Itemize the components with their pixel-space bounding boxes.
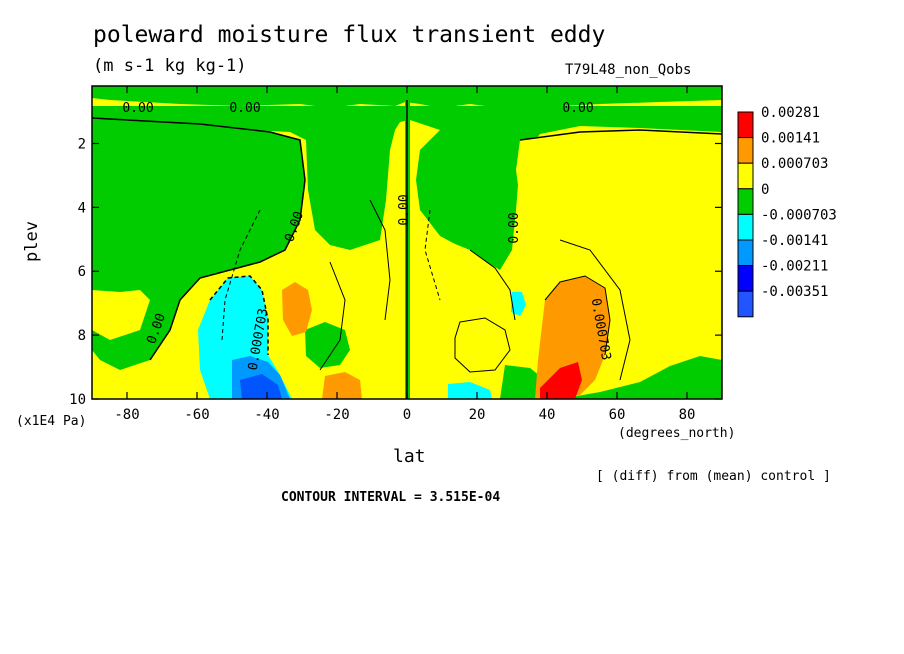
contour-label: 0.00 (122, 101, 153, 116)
x-axis-label: lat (393, 446, 426, 467)
x-axis-unit: (degrees_north) (618, 426, 736, 441)
colorbar: 0.00281 0.00141 0.000703 0 -0.000703 -0.00141… (737, 105, 837, 318)
x-tick-label: 80 (679, 407, 696, 423)
contour-label: 0.00 (562, 101, 593, 116)
chart-title: poleward moisture flux transient eddy (93, 22, 606, 48)
x-axis: -80 -60 -40 -20 0 20 40 60 80 (114, 86, 695, 423)
colorbar-label: -0.000703 (761, 207, 837, 223)
colorbar-swatch (737, 213, 754, 241)
y-axis-unit: (x1E4 Pa) (16, 414, 87, 429)
y-tick-label: 4 (78, 200, 86, 216)
contour-label: 0.00 (229, 101, 260, 116)
colorbar-swatch (737, 290, 754, 318)
run-id-label: T79L48_non_Qobs (565, 62, 692, 78)
colorbar-swatch (737, 239, 754, 267)
colorbar-swatch (737, 137, 754, 164)
contour-interval: CONTOUR INTERVAL = 3.515E-04 (281, 490, 501, 505)
y-tick-label: 10 (69, 392, 86, 408)
colorbar-swatch (737, 265, 754, 292)
colorbar-label: -0.00351 (761, 284, 828, 300)
x-tick-label: 60 (609, 407, 626, 423)
x-tick-label: -40 (254, 407, 279, 423)
colorbar-label: 0.00281 (761, 105, 820, 121)
colorbar-label: 0 (761, 182, 769, 198)
colorbar-swatch (737, 111, 754, 139)
x-tick-label: 40 (539, 407, 556, 423)
diff-note: [ (diff) from (mean) control ] (596, 469, 831, 484)
colorbar-label: -0.00211 (761, 259, 828, 275)
contour-label: 0.00 (397, 194, 412, 225)
colorbar-label: 0.00141 (761, 131, 820, 147)
colorbar-swatch (737, 188, 754, 215)
y-tick-label: 6 (78, 264, 86, 280)
contour-label: 0.00 (507, 212, 522, 243)
y-axis: 2 4 6 8 10 (69, 136, 722, 408)
chart-units: (m s-1 kg kg-1) (93, 56, 247, 76)
x-tick-label: -80 (114, 407, 139, 423)
colorbar-label: 0.000703 (761, 156, 828, 172)
x-tick-label: -60 (184, 407, 209, 423)
colorbar-swatch (737, 162, 754, 190)
y-tick-label: 2 (78, 136, 86, 152)
contour-lines (92, 100, 722, 399)
x-tick-label: -20 (324, 407, 349, 423)
colorbar-label: -0.00141 (761, 233, 828, 249)
x-tick-label: 20 (469, 407, 486, 423)
x-tick-label: 0 (403, 407, 411, 423)
y-tick-label: 8 (78, 328, 86, 344)
